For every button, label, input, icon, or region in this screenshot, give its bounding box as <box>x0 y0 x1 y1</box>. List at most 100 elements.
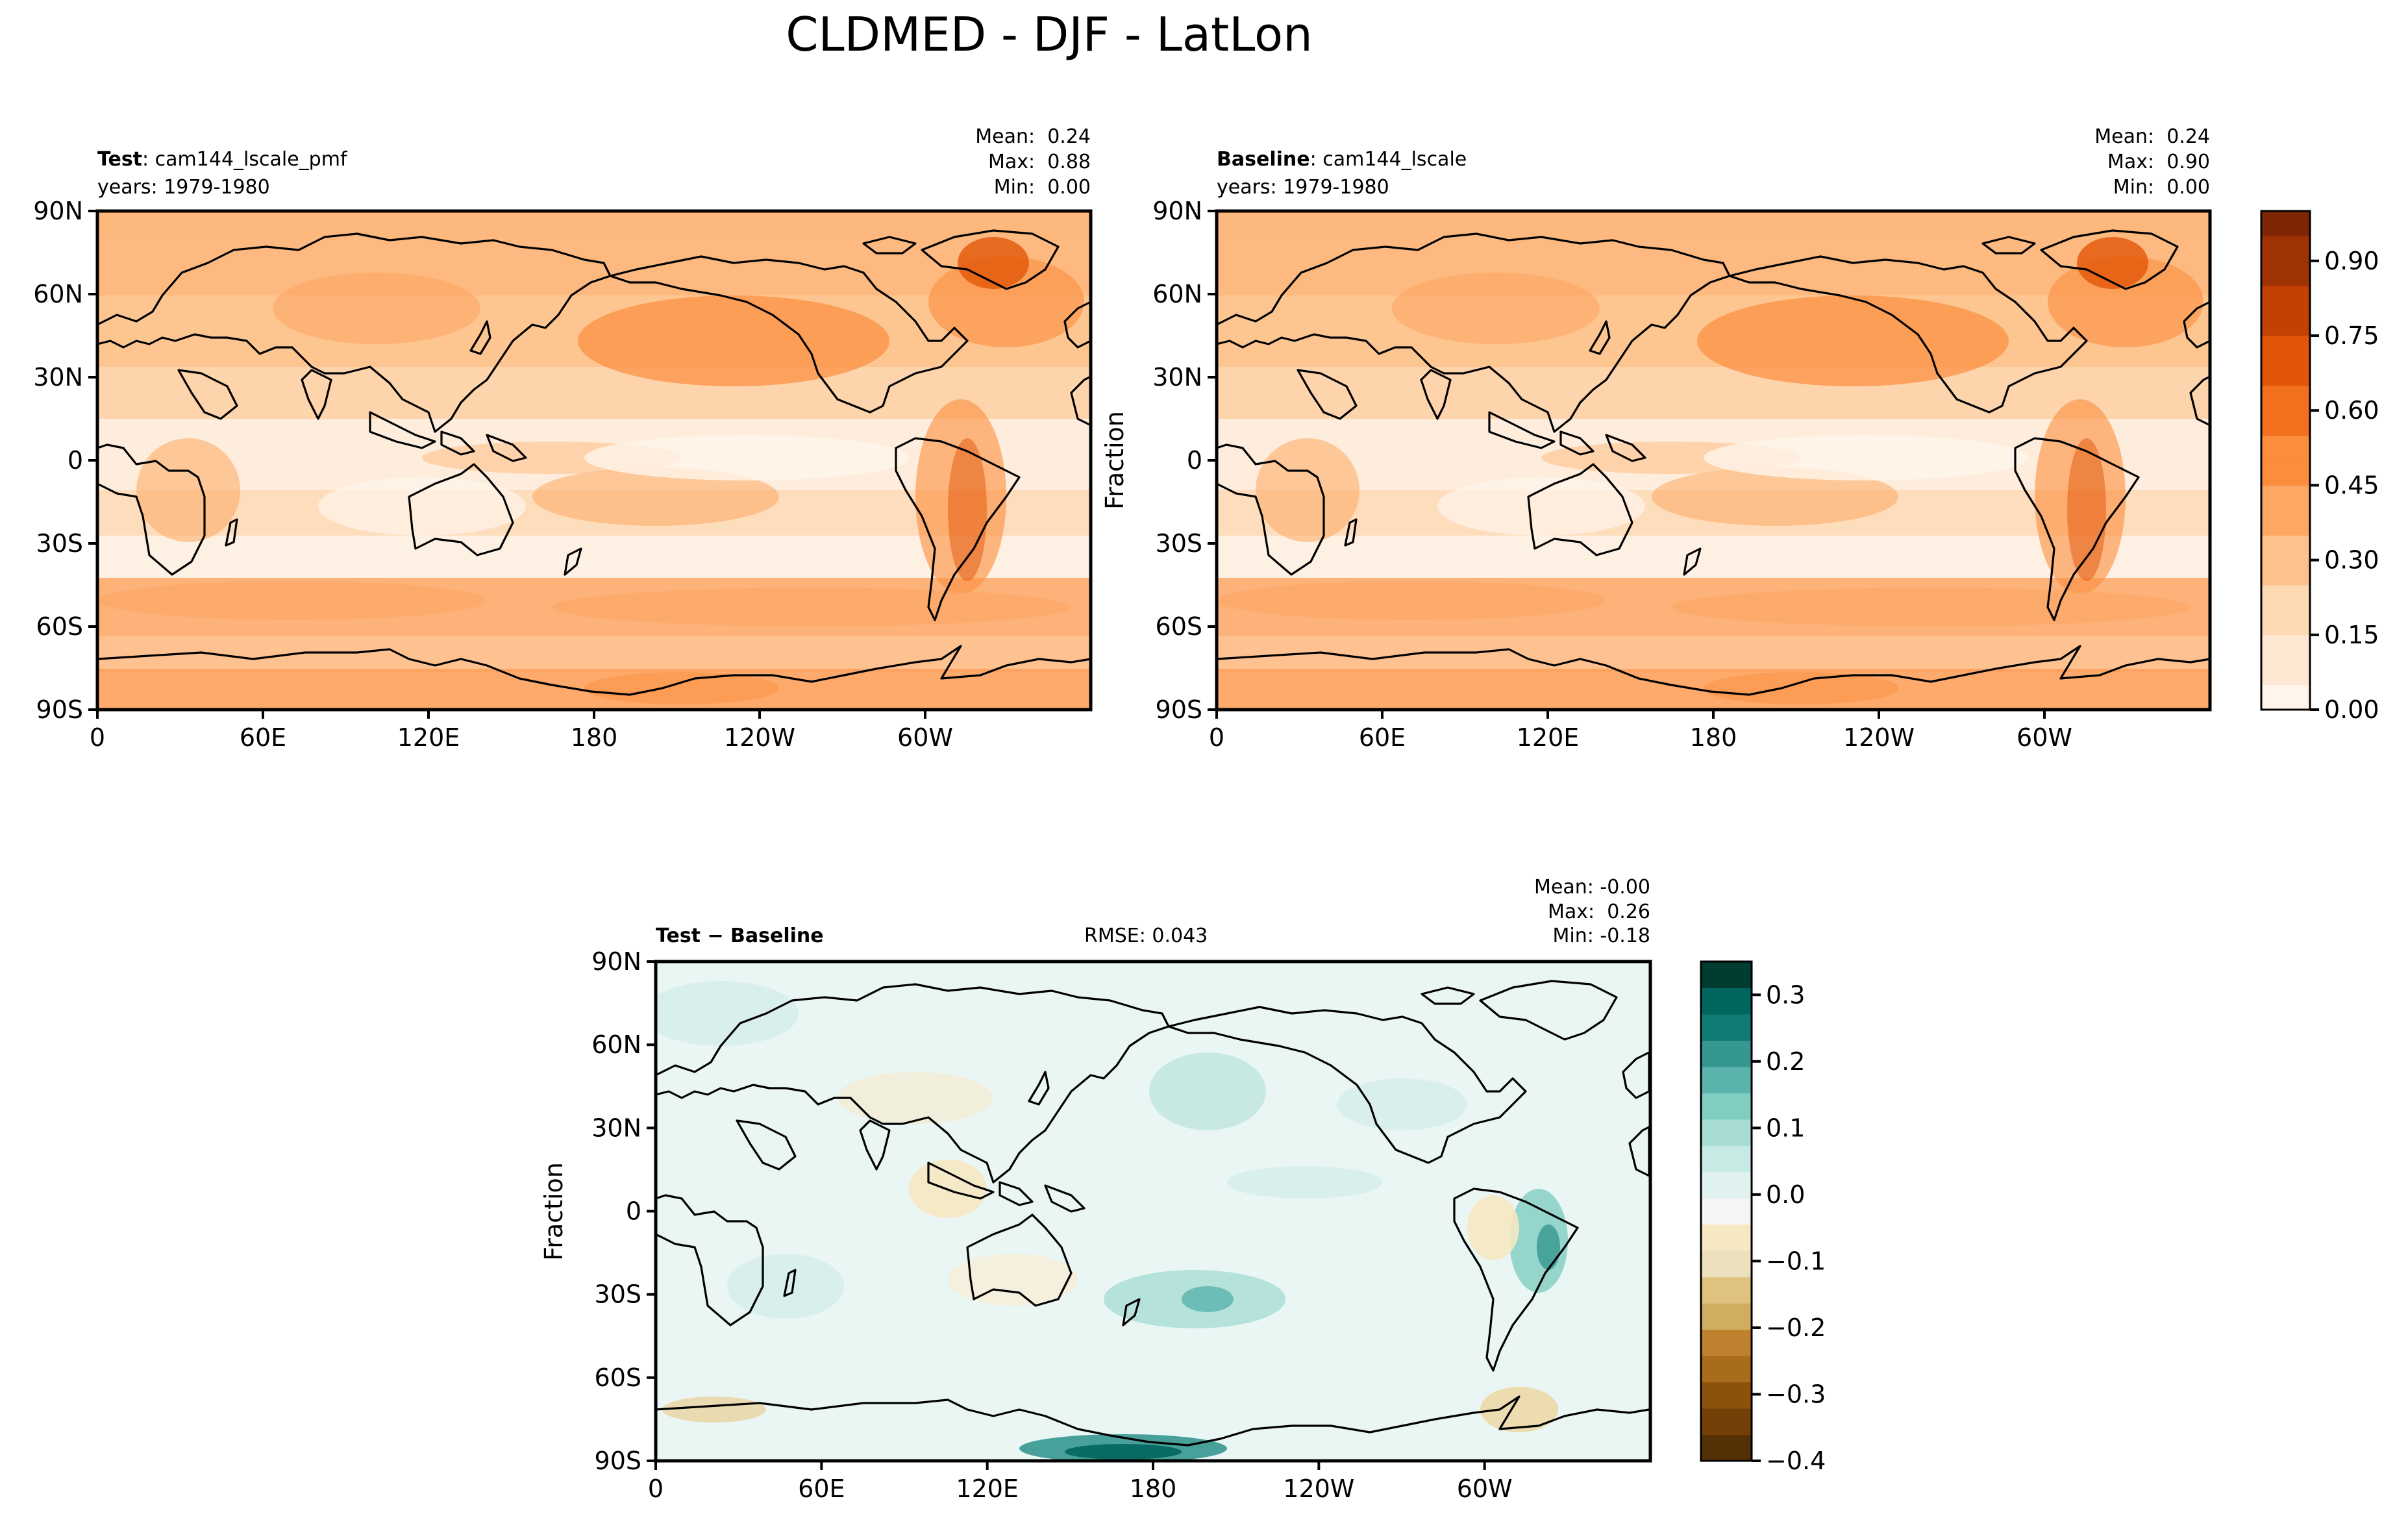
panel-test-stat-max: Max: 0.88 <box>988 151 1091 173</box>
ytick-label: 30S <box>36 529 83 558</box>
ytick-label: 90N <box>1152 197 1202 225</box>
ytick-label: 90N <box>591 947 641 976</box>
colorbar-level <box>1701 1198 1752 1225</box>
ytick-label: 0 <box>68 446 83 475</box>
colorbar-level <box>1701 1093 1752 1120</box>
colorbar-level <box>2261 585 2310 610</box>
ytick-label: 90S <box>1156 695 1202 724</box>
colorbar-frame <box>2260 210 2311 711</box>
panel-difference-stat-max: Max: 0.26 <box>1548 901 1650 923</box>
colorbar-level <box>1701 1329 1752 1356</box>
panel-difference-rmse: RMSE: 0.043 <box>1084 925 1208 947</box>
colorbar-level <box>1701 1356 1752 1383</box>
ytick-label: 30S <box>1156 529 1202 558</box>
colorbar-tick-label: 0.90 <box>2324 247 2379 275</box>
panel-test-map <box>97 211 1091 710</box>
panel-test: Test: cam144_lscale_pmf years: 1979-1980… <box>33 125 1093 752</box>
colorbar-tick-label: 0.00 <box>2324 695 2379 724</box>
ytick-label: 0 <box>626 1197 641 1226</box>
colorbar-tick-label: −0.1 <box>1766 1247 1826 1275</box>
colorbar-tick-label: 0.3 <box>1766 980 1805 1009</box>
colorbar-level <box>2261 510 2310 536</box>
colorbar-level <box>2261 385 2310 411</box>
colorbar-tick-label: −0.2 <box>1766 1313 1826 1342</box>
colorbar-level <box>2261 684 2310 710</box>
xtick-label: 120E <box>1517 723 1580 752</box>
ytick-label: 90S <box>595 1447 641 1475</box>
xtick-label: 60E <box>240 723 286 752</box>
panel-baseline-map <box>1217 211 2210 710</box>
colorbar-level <box>2261 634 2310 660</box>
colorbar-level <box>2261 485 2310 511</box>
panel-baseline-label-rest: : cam144_lscale <box>1310 148 1467 171</box>
ytick-label: 60S <box>36 612 83 641</box>
colorbar-tick-label: 0.2 <box>1766 1047 1805 1076</box>
colorbar-level <box>1701 1145 1752 1173</box>
figure-title: CLDMED - DJF - LatLon <box>786 7 1312 62</box>
colorbar-tick-label: −0.3 <box>1766 1380 1826 1408</box>
colorbar-level <box>1701 1066 1752 1093</box>
colorbar-level <box>1701 1382 1752 1409</box>
colorbar-tick-label: −0.4 <box>1766 1447 1826 1475</box>
colorbar-level <box>2261 310 2310 336</box>
xtick-label: 120W <box>1283 1474 1354 1503</box>
ytick-label: 90N <box>33 197 83 225</box>
colorbar-tick-label: 0.1 <box>1766 1113 1805 1142</box>
panel-baseline-stat-min: Min: 0.00 <box>2113 176 2210 199</box>
colorbar-level <box>2261 435 2310 461</box>
xtick-label: 0 <box>648 1474 664 1503</box>
colorbar-tick-label: 0.0 <box>1766 1180 1805 1209</box>
panel-test-label-bold: Test <box>97 148 142 171</box>
colorbar-level <box>2261 560 2310 586</box>
ytick-label: 60S <box>595 1363 641 1392</box>
xtick-label: 60W <box>2017 723 2072 752</box>
ytick-label: 30N <box>33 363 83 392</box>
panel-test-label-rest: : cam144_lscale_pmf <box>142 148 348 171</box>
colorbar-level <box>2261 460 2310 486</box>
panel-test-stat-mean: Mean: 0.24 <box>975 125 1091 148</box>
xtick-label: 120W <box>1843 723 1915 752</box>
xtick-label: 60W <box>897 723 953 752</box>
xtick-label: 60W <box>1457 1474 1513 1503</box>
panel-difference-map <box>656 962 1650 1461</box>
xtick-label: 0 <box>90 723 105 752</box>
ytick-label: 30N <box>591 1113 641 1142</box>
colorbar-level <box>2261 336 2310 361</box>
ytick-label: 90S <box>36 695 83 724</box>
colorbar-tick-label: 0.60 <box>2324 396 2379 425</box>
colorbar-tick-label: 0.30 <box>2324 546 2379 575</box>
ytick-label: 60N <box>591 1030 641 1059</box>
panel-test-label: Test: cam144_lscale_pmf <box>97 148 348 171</box>
xtick-label: 0 <box>1209 723 1224 752</box>
panel-baseline: Baseline: cam144_lscale years: 1979-1980… <box>1100 125 2212 752</box>
colorbar-level <box>1701 1276 1752 1304</box>
colorbar-tick-label: 0.75 <box>2324 321 2379 350</box>
colorbar-level <box>1701 1171 1752 1199</box>
xtick-label: 180 <box>1130 1474 1177 1503</box>
colorbar-level <box>1701 988 1752 1015</box>
panel-test-stat-min: Min: 0.00 <box>994 176 1091 199</box>
colorbar-level <box>1701 1013 1752 1041</box>
xtick-label: 120E <box>956 1474 1019 1503</box>
colorbar-level <box>2261 410 2310 436</box>
panel-baseline-stat-max: Max: 0.90 <box>2107 151 2210 173</box>
panel-baseline-years: years: 1979-1980 <box>1217 176 1389 199</box>
xtick-label: 180 <box>571 723 618 752</box>
panel-difference-stat-mean: Mean: -0.00 <box>1534 876 1650 899</box>
xtick-label: 120E <box>397 723 460 752</box>
panel-difference-ylabel: Fraction <box>540 1162 568 1261</box>
panel-difference: Test − Baseline RMSE: 0.043 Mean: -0.00 … <box>540 876 1652 1503</box>
panel-baseline-label-bold: Baseline <box>1217 148 1310 171</box>
colorbar-level <box>2261 610 2310 636</box>
ytick-label: 60N <box>1152 280 1202 308</box>
colorbar-level <box>1701 1250 1752 1278</box>
panel-difference-label: Test − Baseline <box>656 925 824 947</box>
colorbar-tick-label: 0.45 <box>2324 471 2379 499</box>
xtick-label: 60E <box>1359 723 1406 752</box>
colorbar-level <box>1701 1303 1752 1330</box>
ytick-label: 30N <box>1152 363 1202 392</box>
ytick-label: 60N <box>33 280 83 308</box>
colorbar-level <box>1701 962 1752 989</box>
colorbar-tick-label: 0.15 <box>2324 621 2379 649</box>
panel-baseline-label: Baseline: cam144_lscale <box>1217 148 1467 171</box>
